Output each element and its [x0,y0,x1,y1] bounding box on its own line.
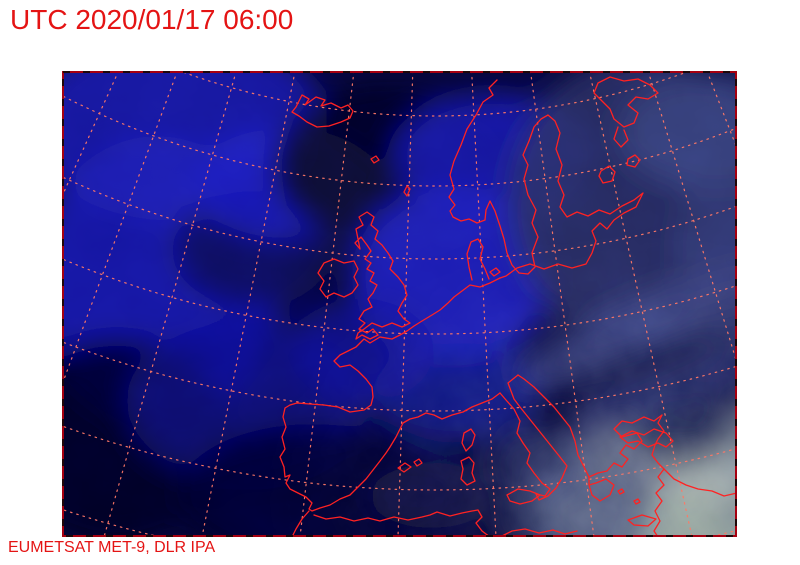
page-title: UTC 2020/01/17 06:00 [10,4,294,35]
footer-credit: EUMETSAT MET-9, DLR IPA [8,539,216,556]
coastlines [279,76,737,537]
satellite-map-svg [62,71,737,537]
map-frame [62,71,737,537]
satellite-map [62,71,737,537]
cloud-texture-bright [62,71,737,537]
graticule-grid [62,71,737,537]
